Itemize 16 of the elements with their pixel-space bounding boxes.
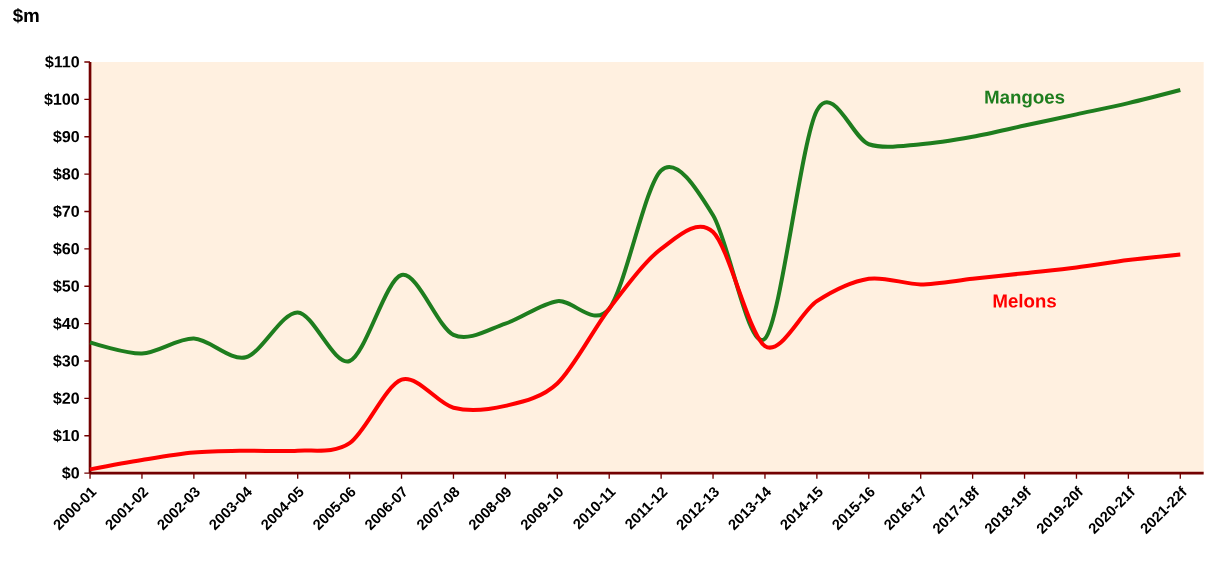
y-axis-title: $m — [12, 7, 39, 24]
line-series — [88, 87, 1183, 363]
y-tick-label: $50 — [53, 279, 79, 293]
y-tick-label: $90 — [53, 130, 79, 144]
y-tick-label: $60 — [53, 242, 79, 256]
y-tick-label: $0 — [62, 466, 79, 480]
y-tick-label: $10 — [53, 429, 79, 443]
series-label: Melons — [993, 293, 1056, 308]
series-label: Mangoes — [985, 90, 1065, 108]
y-tick-label: $80 — [53, 167, 79, 181]
y-tick-label: $70 — [53, 204, 79, 218]
y-tick-label: $30 — [53, 354, 79, 368]
y-tick-label: $40 — [53, 317, 79, 331]
y-tick-label: $20 — [53, 391, 79, 405]
y-tick-label: $110 — [45, 55, 79, 69]
y-tick-label: $100 — [44, 92, 79, 106]
